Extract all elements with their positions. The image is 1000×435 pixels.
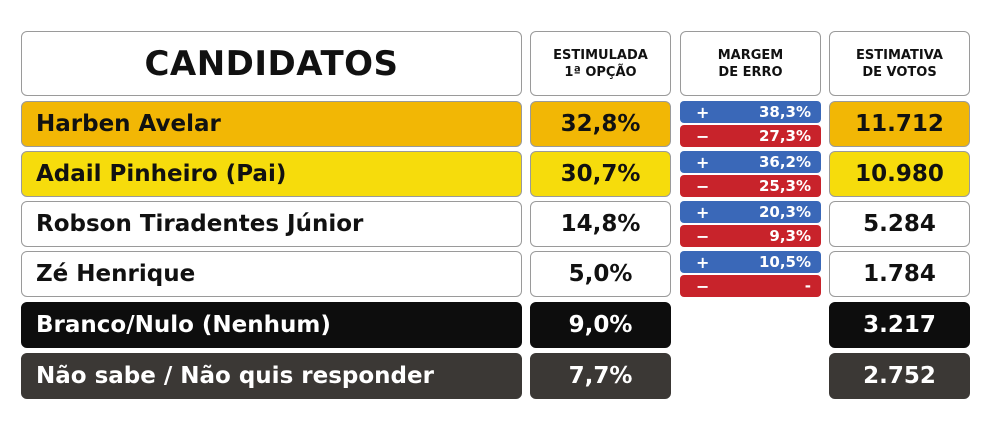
margin-minus: − 25,3% xyxy=(680,175,821,197)
plus-icon: + xyxy=(696,152,710,172)
blank-null-name: Branco/Nulo (Nenhum) xyxy=(21,302,522,348)
minus-icon: − xyxy=(696,276,710,296)
header-estimate-line2: DE VOTOS xyxy=(862,64,937,80)
margin-plus: + 10,5% xyxy=(680,251,821,273)
candidate-percentage-value: 30,7% xyxy=(560,161,641,187)
candidate-percentage-value: 5,0% xyxy=(568,261,633,287)
candidate-name: Harben Avelar xyxy=(21,101,522,147)
margin-plus: + 38,3% xyxy=(680,101,821,123)
margin-plus-value: 20,3% xyxy=(758,203,811,221)
undecided-percentage-value: 7,7% xyxy=(568,363,633,389)
margin-minus: − - xyxy=(680,275,821,297)
plus-icon: + xyxy=(696,102,710,122)
candidate-percentage-value: 32,8% xyxy=(560,111,641,137)
header-margin-line2: DE ERRO xyxy=(718,64,783,80)
candidate-percentage: 14,8% xyxy=(530,201,671,247)
candidate-name-label: Robson Tiradentes Júnior xyxy=(36,211,364,237)
candidate-percentage: 30,7% xyxy=(530,151,671,197)
candidate-votes-value: 1.784 xyxy=(863,261,936,287)
margin-minus: − 9,3% xyxy=(680,225,821,247)
margin-plus: + 36,2% xyxy=(680,151,821,173)
blank-null-percentage-value: 9,0% xyxy=(568,312,633,338)
candidate-name-label: Harben Avelar xyxy=(36,111,221,137)
minus-icon: − xyxy=(696,126,710,146)
margin-plus-value: 38,3% xyxy=(758,103,811,121)
undecided-name: Não sabe / Não quis responder xyxy=(21,353,522,399)
candidate-votes-value: 5.284 xyxy=(863,211,936,237)
candidate-percentage: 32,8% xyxy=(530,101,671,147)
header-estimate: ESTIMATIVA DE VOTOS xyxy=(829,31,970,96)
undecided-percentage: 7,7% xyxy=(530,353,671,399)
candidate-name: Robson Tiradentes Júnior xyxy=(21,201,522,247)
candidate-name: Adail Pinheiro (Pai) xyxy=(21,151,522,197)
margin-minus-value: 27,3% xyxy=(758,127,811,145)
candidate-percentage: 5,0% xyxy=(530,251,671,297)
minus-icon: − xyxy=(696,176,710,196)
undecided-label: Não sabe / Não quis responder xyxy=(36,363,434,389)
blank-null-label: Branco/Nulo (Nenhum) xyxy=(36,312,331,338)
candidate-votes-value: 11.712 xyxy=(855,111,944,137)
candidate-votes: 11.712 xyxy=(829,101,970,147)
header-margin-line1: MARGEM xyxy=(717,47,784,63)
header-candidates: CANDIDATOS xyxy=(21,31,522,96)
header-candidates-label: CANDIDATOS xyxy=(144,43,399,84)
margin-plus: + 20,3% xyxy=(680,201,821,223)
margin-minus-value: - xyxy=(804,277,811,295)
plus-icon: + xyxy=(696,252,710,272)
candidate-votes-value: 10.980 xyxy=(855,161,944,187)
margin-minus-value: 25,3% xyxy=(758,177,811,195)
candidate-percentage-value: 14,8% xyxy=(560,211,641,237)
header-stimulated-line1: ESTIMULADA xyxy=(553,47,648,63)
margin-minus-value: 9,3% xyxy=(769,227,811,245)
blank-null-votes: 3.217 xyxy=(829,302,970,348)
candidate-votes: 1.784 xyxy=(829,251,970,297)
margin-plus-value: 10,5% xyxy=(758,253,811,271)
candidate-votes: 10.980 xyxy=(829,151,970,197)
header-margin: MARGEM DE ERRO xyxy=(680,31,821,96)
header-estimate-line1: ESTIMATIVA xyxy=(856,47,943,63)
candidate-votes: 5.284 xyxy=(829,201,970,247)
margin-minus: − 27,3% xyxy=(680,125,821,147)
undecided-votes-value: 2.752 xyxy=(863,363,936,389)
undecided-votes: 2.752 xyxy=(829,353,970,399)
blank-null-votes-value: 3.217 xyxy=(863,312,936,338)
plus-icon: + xyxy=(696,202,710,222)
header-stimulated-line2: 1ª OPÇÃO xyxy=(564,64,637,80)
blank-null-percentage: 9,0% xyxy=(530,302,671,348)
margin-plus-value: 36,2% xyxy=(758,153,811,171)
candidate-name-label: Adail Pinheiro (Pai) xyxy=(36,161,287,187)
header-stimulated: ESTIMULADA 1ª OPÇÃO xyxy=(530,31,671,96)
candidate-name: Zé Henrique xyxy=(21,251,522,297)
minus-icon: − xyxy=(696,226,710,246)
candidate-name-label: Zé Henrique xyxy=(36,261,196,287)
